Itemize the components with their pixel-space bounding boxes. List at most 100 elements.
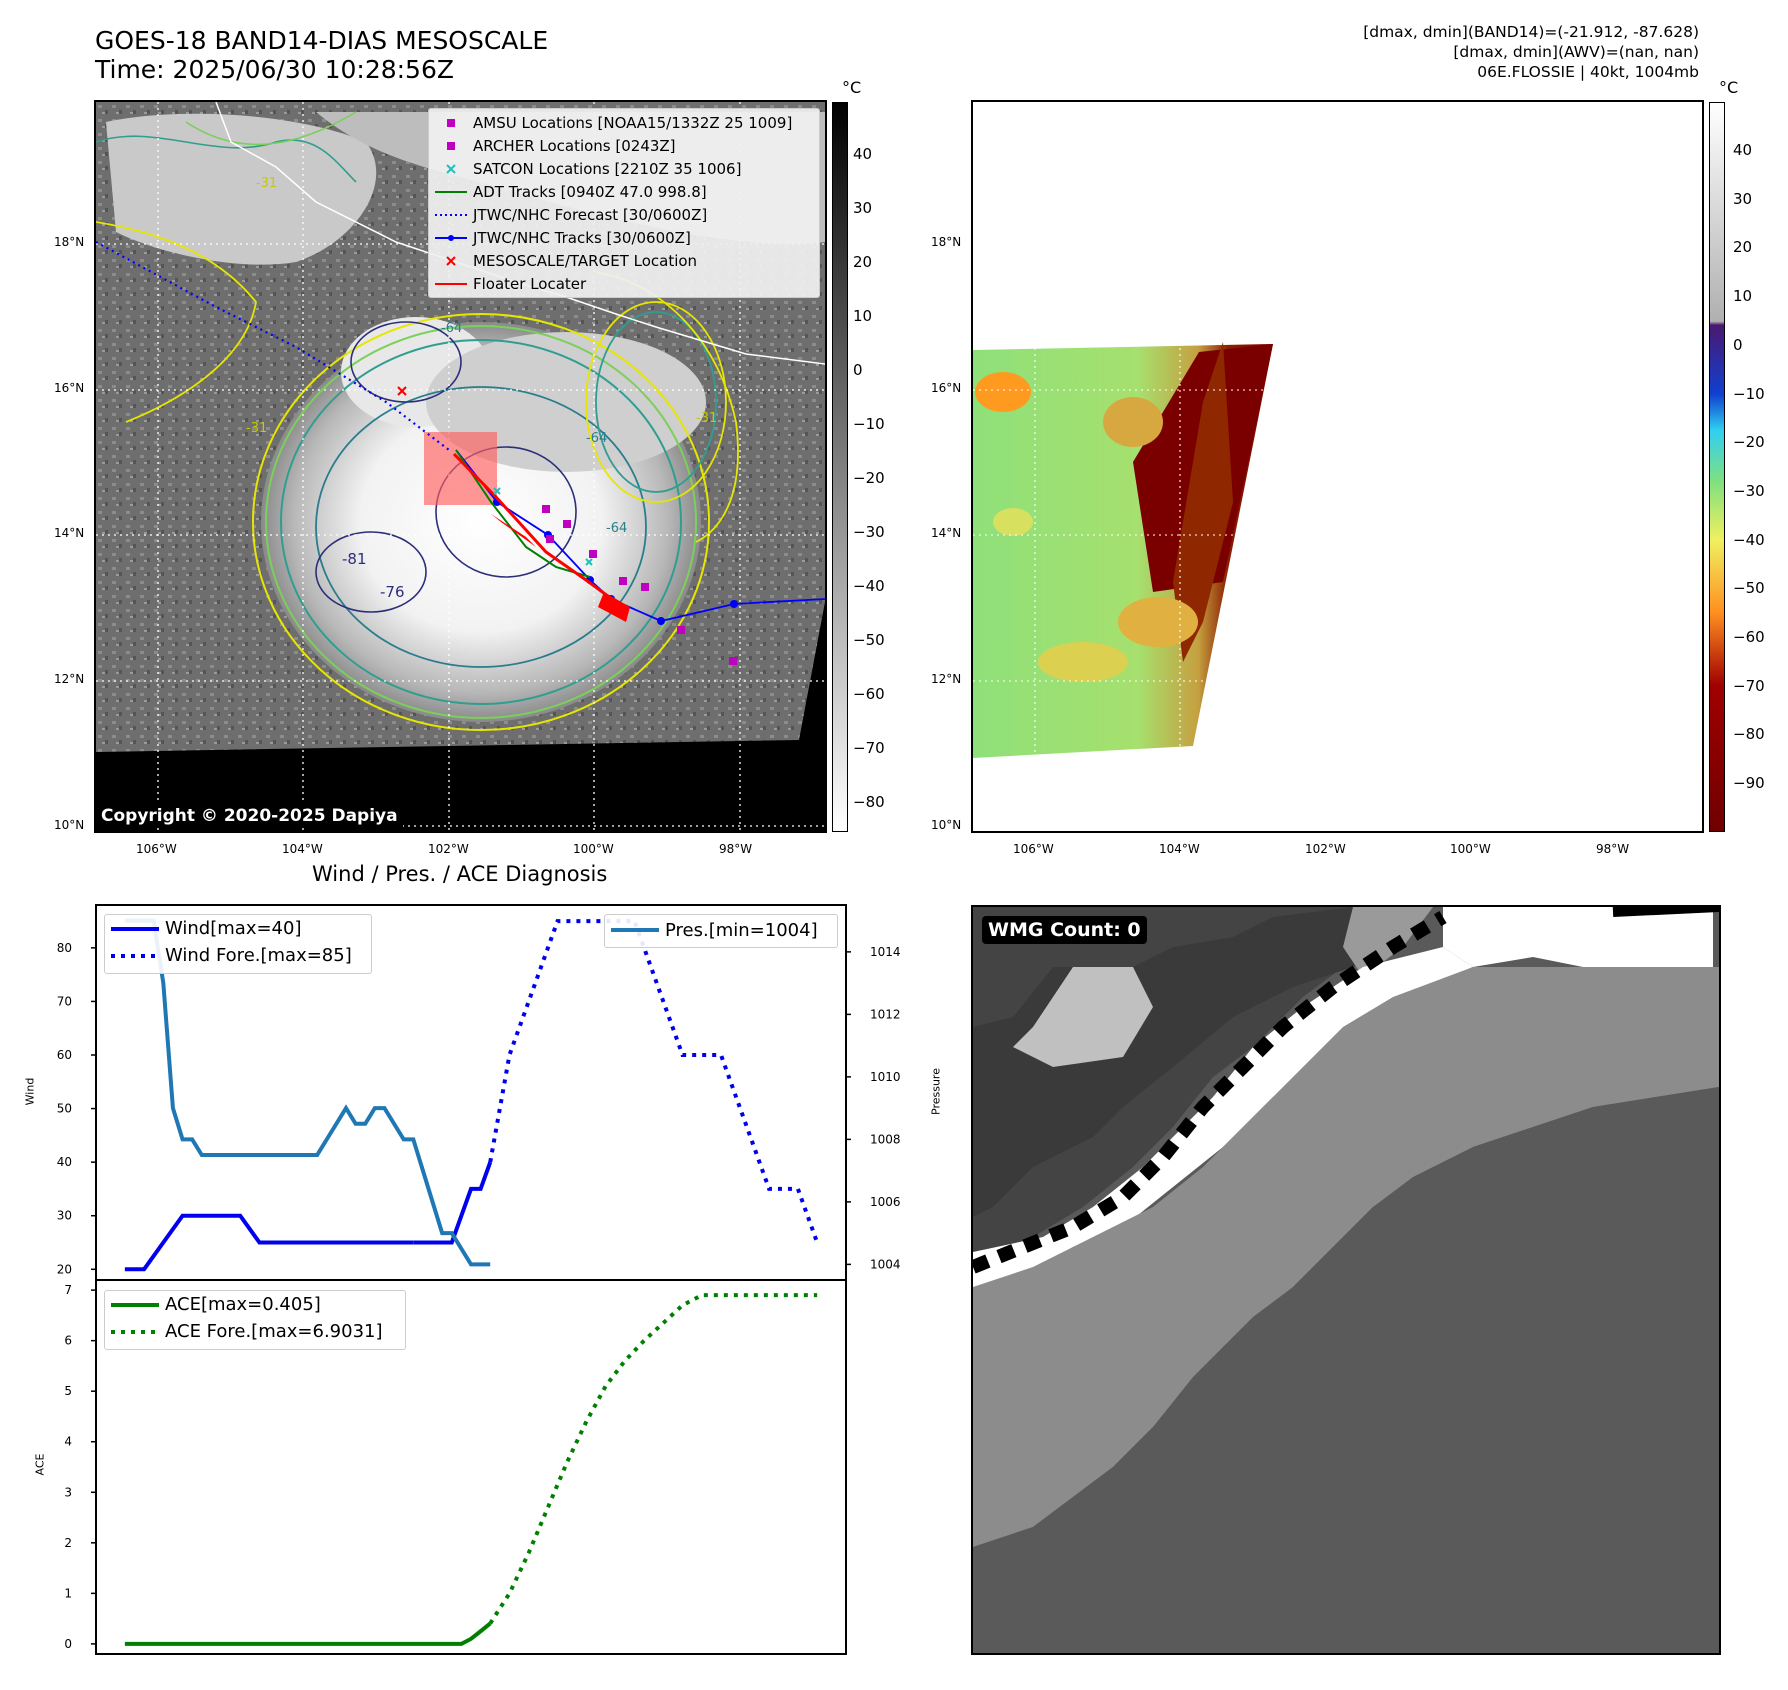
colorbar-tick: −70 — [1733, 676, 1765, 695]
legend-label: MESOSCALE/TARGET Location — [473, 251, 698, 270]
lat-tick: 14°N — [54, 526, 85, 540]
colorbar-tick: −20 — [853, 469, 885, 487]
lon-tick: 106°W — [1013, 842, 1054, 856]
lon-tick: 98°W — [1596, 842, 1630, 856]
colorbar-tick: 0 — [1733, 335, 1743, 354]
legend-symbol-icon — [429, 117, 473, 129]
legend-label: SATCON Locations [2210Z 35 1006] — [473, 159, 742, 178]
lon-tick: 104°W — [1159, 842, 1200, 856]
series-line — [124, 918, 491, 1267]
legend-row: JTWC/NHC Forecast [30/0600Z] — [429, 203, 819, 226]
axis-tick-label: 60 — [57, 1048, 72, 1062]
legend-row: AMSU Locations [NOAA15/1332Z 25 1009] — [429, 111, 819, 134]
legend-row: MESOSCALE/TARGET Location — [429, 249, 819, 272]
lat-tick: 12°N — [931, 672, 962, 686]
legend-solid-line-icon — [111, 1302, 159, 1307]
legend-symbol-icon — [429, 186, 473, 198]
ace-axes-frame — [95, 1279, 847, 1655]
legend-label: ACE[max=0.405] — [165, 1294, 321, 1315]
axis-tick-label: 20 — [57, 1262, 72, 1276]
colorbar-tick: 20 — [1733, 238, 1753, 257]
wv-image-panel[interactable] — [971, 100, 1704, 833]
axis-tick-label: 1014 — [870, 945, 901, 959]
legend-row: ARCHER Locations [0243Z] — [429, 134, 819, 157]
series-line — [124, 1213, 414, 1272]
pressure-legend: Pres.[min=1004] — [604, 914, 838, 948]
lon-tick: 106°W — [136, 842, 177, 856]
contour-label: -76 — [380, 583, 405, 601]
colorbar-tick: −60 — [1733, 628, 1765, 646]
legend-row: ADT Tracks [0940Z 47.0 998.8] — [429, 180, 819, 203]
colorbar-tick: −30 — [1733, 481, 1765, 500]
legend-row: Floater Locater — [429, 272, 819, 295]
colorbar-tick: −20 — [1733, 433, 1765, 452]
legend-symbol-icon — [429, 209, 473, 221]
axis-tick-label: 4 — [64, 1435, 72, 1449]
contour-label: -31 — [256, 176, 277, 191]
chart-title: GOES-18 BAND14-DIAS MESOSCALE — [95, 26, 549, 55]
wv-colorbar — [1709, 102, 1725, 832]
ir-legend: AMSU Locations [NOAA15/1332Z 25 1009] ARC… — [428, 108, 820, 298]
legend-solid-line-icon — [111, 926, 159, 931]
legend-label: JTWC/NHC Forecast [30/0600Z] — [473, 205, 708, 224]
ace-axis-label: ACE — [33, 1453, 47, 1476]
colorbar-tick: −80 — [1733, 725, 1765, 744]
legend-symbol-icon — [429, 140, 473, 152]
colorbar-tick: −50 — [853, 631, 885, 649]
lon-tick: 102°W — [428, 842, 469, 856]
colorbar-tick: 10 — [853, 307, 873, 325]
wmg-panel[interactable] — [971, 905, 1721, 1655]
colorbar-tick: −10 — [853, 415, 885, 433]
colorbar-unit: °C — [842, 78, 862, 97]
legend-dotted-line-icon — [111, 1329, 159, 1334]
colorbar-tick: 30 — [1733, 189, 1753, 208]
ir-colorbar — [832, 102, 848, 832]
colorbar-tick: −80 — [853, 793, 885, 811]
series-line — [488, 919, 820, 1244]
info-storm: 06E.FLOSSIE | 40kt, 1004mb — [1477, 63, 1699, 81]
colorbar-tick: 0 — [853, 361, 863, 379]
axis-tick-label: 50 — [57, 1102, 72, 1116]
lat-tick: 18°N — [54, 235, 85, 249]
colorbar-unit: °C — [1719, 78, 1739, 97]
info-band14: [dmax, dmin](BAND14)=(-21.912, -87.628) — [1363, 23, 1699, 41]
legend-symbol-icon — [429, 232, 473, 244]
lat-tick: 12°N — [54, 672, 85, 686]
lon-tick: 102°W — [1305, 842, 1346, 856]
axis-tick-label: 6 — [64, 1334, 72, 1348]
legend-label: ARCHER Locations [0243Z] — [473, 136, 676, 155]
lat-tick: 16°N — [931, 381, 962, 395]
colorbar-tick: −40 — [853, 577, 885, 595]
contour-label: -64 — [586, 431, 607, 446]
wind-axis-label: Wind — [23, 1077, 37, 1106]
series-line — [488, 1293, 818, 1625]
lat-tick: 14°N — [931, 526, 962, 540]
lon-tick: 100°W — [1450, 842, 1491, 856]
axis-tick-label: 80 — [57, 941, 72, 955]
contour-label: -31 — [696, 411, 717, 426]
contour-label: -81 — [342, 550, 367, 568]
colorbar-tick: −90 — [1733, 774, 1765, 793]
axis-tick-label: 2 — [64, 1536, 72, 1550]
diagnosis-title: Wind / Pres. / ACE Diagnosis — [312, 862, 608, 886]
legend-symbol-icon — [429, 163, 473, 175]
colorbar-tick: −70 — [853, 739, 885, 757]
axis-tick-label: 40 — [57, 1155, 72, 1169]
legend-dotted-line-icon — [111, 953, 159, 958]
contour-label: -64 — [441, 321, 462, 336]
colorbar-tick: −40 — [1733, 530, 1765, 549]
contour-label: -31 — [246, 421, 267, 436]
legend-label: Pres.[min=1004] — [665, 919, 818, 941]
wind-legend: Wind[max=40] Wind Fore.[max=85] — [104, 914, 372, 974]
axis-tick-label: 1010 — [870, 1070, 901, 1084]
axis-tick-label: 30 — [57, 1209, 72, 1223]
axis-tick-label: 1006 — [870, 1195, 901, 1209]
axis-tick-label: 3 — [64, 1485, 72, 1499]
ace-legend: ACE[max=0.405] ACE Fore.[max=6.9031] — [104, 1290, 406, 1350]
lat-tick: 18°N — [931, 235, 962, 249]
wmg-image — [973, 907, 1719, 1653]
lat-tick: 16°N — [54, 381, 85, 395]
axis-tick-label: 1004 — [870, 1257, 901, 1271]
wv-image — [973, 102, 1702, 831]
